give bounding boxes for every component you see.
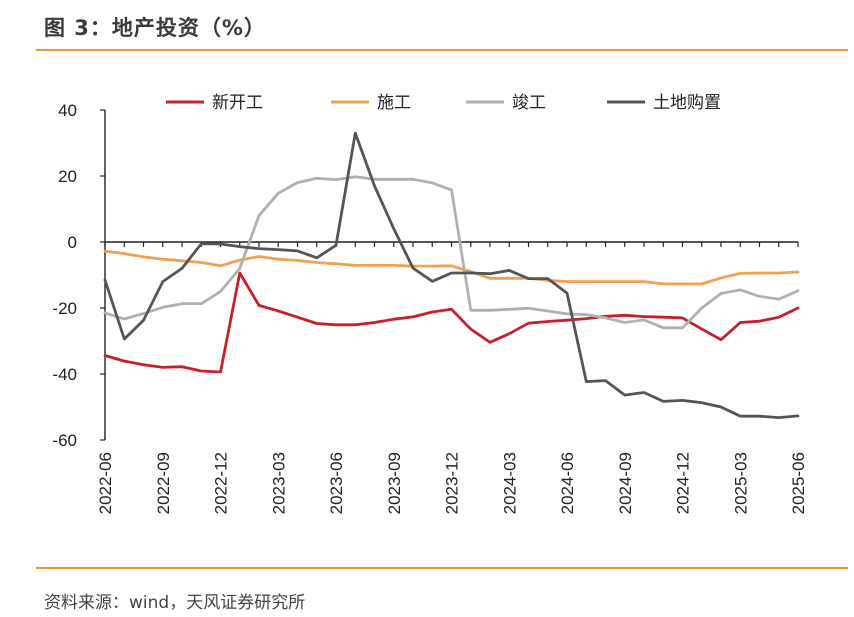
series-lines <box>103 131 800 420</box>
x-tick-label: 2025-06 <box>789 452 808 514</box>
x-tick-label: 2023-03 <box>269 452 288 514</box>
legend-label: 竣工 <box>512 93 546 113</box>
series-line-竣工 <box>103 175 800 330</box>
x-tick-label: 2024-12 <box>674 452 693 514</box>
series-line-土地购置 <box>103 131 800 420</box>
chart-title: 图 3：地产投资（%） <box>44 16 266 40</box>
y-tick-label: -60 <box>52 431 77 450</box>
x-tick-label: 2024-09 <box>616 452 635 514</box>
x-tick-label: 2025-03 <box>731 452 750 514</box>
x-tick-label: 2023-06 <box>327 452 346 514</box>
series-line-新开工 <box>103 271 800 374</box>
source-note: 资料来源：wind，天风证券研究所 <box>44 593 306 613</box>
y-tick-label: 20 <box>58 167 77 186</box>
y-tick-label: -20 <box>52 299 77 318</box>
y-tick-label: -40 <box>52 365 77 384</box>
top-divider <box>36 49 848 51</box>
y-tick-label: 40 <box>58 101 77 120</box>
series-line-施工 <box>103 249 800 286</box>
chart-axes: 40 20 0 -20 -40 -60 2022-06 2022-09 2022-12 2023-… <box>52 101 808 514</box>
legend-label: 施工 <box>377 93 411 113</box>
x-tick-label: 2022-12 <box>212 452 231 514</box>
legend-label: 新开工 <box>212 93 263 113</box>
y-tick-label: 0 <box>68 233 77 252</box>
x-tick-label: 2024-06 <box>558 452 577 514</box>
x-tick-label: 2023-12 <box>443 452 462 514</box>
bottom-divider <box>36 567 848 569</box>
line-chart: 新开工 施工 竣工 土地购置 40 20 0 -20 -40 -60 2022-06 2022-09… <box>52 93 808 514</box>
legend-label: 土地购置 <box>653 93 721 113</box>
x-tick-label: 2022-09 <box>154 452 173 514</box>
chart-legend: 新开工 施工 竣工 土地购置 <box>166 93 721 113</box>
x-tick-label: 2024-03 <box>500 452 519 514</box>
x-tick-label: 2022-06 <box>96 452 115 514</box>
x-tick-label: 2023-09 <box>385 452 404 514</box>
